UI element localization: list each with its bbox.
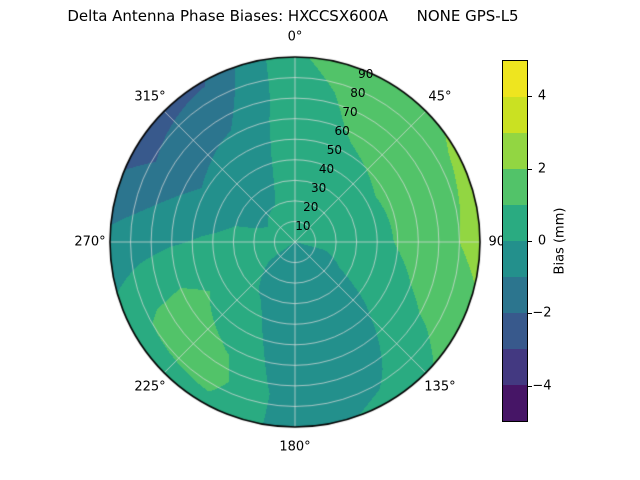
radial-tick-label: 20: [303, 200, 319, 215]
colorbar-tick-label: 4: [537, 88, 547, 104]
colorbar-band: [503, 349, 527, 385]
colorbar-band: [503, 169, 527, 205]
angular-tick-label: 0°: [287, 29, 303, 45]
radial-tick-label: 30: [310, 181, 327, 196]
colorbar-tick-label: −4: [532, 378, 552, 394]
colorbar-tick-label: 0: [537, 233, 547, 249]
radial-tick-label: 80: [350, 86, 366, 101]
colorbar-axis-label: Bias (mm): [552, 207, 568, 275]
colorbar-band: [503, 385, 527, 421]
radial-tick-label: 40: [318, 162, 335, 177]
colorbar-band: [503, 241, 527, 277]
colorbar-tick-mark: [528, 241, 532, 242]
colorbar-tick-mark: [528, 168, 532, 170]
angular-tick-label: 225°: [134, 379, 166, 395]
angular-tick-label: 315°: [134, 89, 166, 105]
radial-tick-label: 50: [326, 143, 342, 158]
colorbar-tick-label: 2: [537, 161, 547, 177]
colorbar-band: [503, 133, 527, 169]
colorbar: [502, 60, 528, 422]
colorbar-band: [503, 313, 527, 349]
colorbar-tick-mark: [528, 385, 532, 387]
colorbar-tick-mark: [528, 96, 532, 98]
angular-tick-label: 180°: [279, 439, 311, 455]
colorbar-tick-mark: [528, 313, 532, 315]
radial-tick-label: 70: [342, 105, 358, 120]
colorbar-tick-label: −2: [532, 305, 552, 321]
radial-tick-label: 90: [358, 67, 374, 82]
radial-tick-label: 60: [334, 124, 350, 139]
angular-tick-label: 270°: [74, 234, 106, 250]
radial-tick-label: 10: [295, 219, 311, 233]
colorbar-band: [503, 277, 527, 313]
angular-tick-label: 45°: [428, 89, 452, 105]
colorbar-band: [503, 205, 527, 241]
colorbar-band: [503, 61, 527, 97]
colorbar-band: [503, 97, 527, 133]
angular-tick-label: 135°: [424, 379, 456, 395]
